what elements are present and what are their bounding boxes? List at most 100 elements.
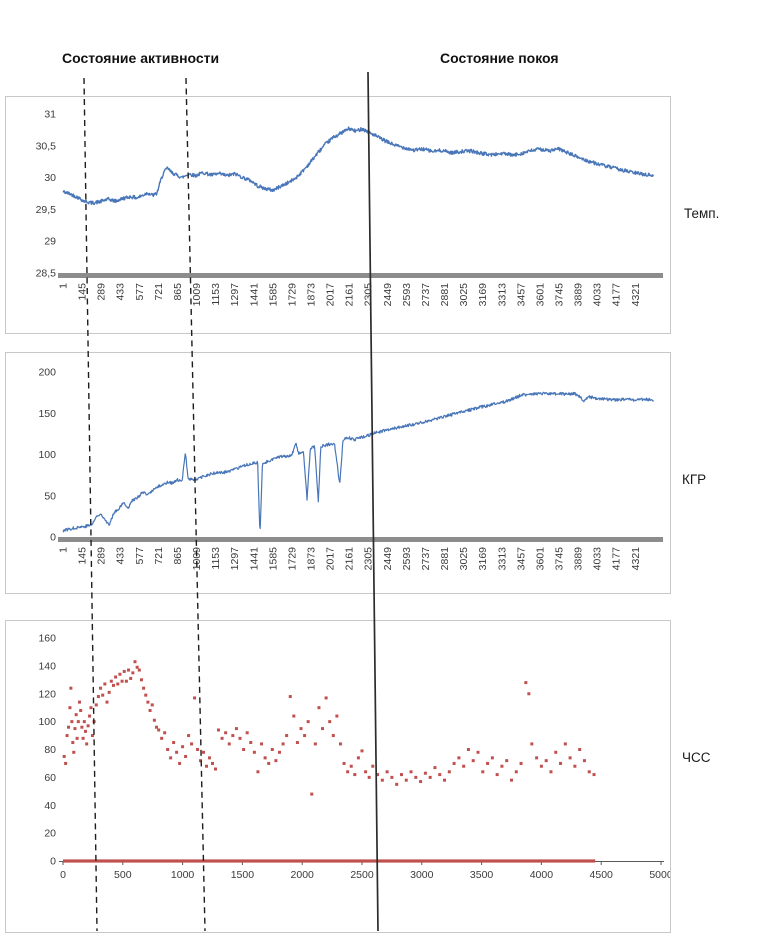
svg-text:80: 80 <box>44 744 56 756</box>
svg-text:4000: 4000 <box>530 869 554 881</box>
svg-text:865: 865 <box>172 547 184 565</box>
svg-text:3457: 3457 <box>515 547 527 571</box>
svg-text:1153: 1153 <box>210 547 222 570</box>
activity-state-label: Состояние активности <box>62 50 220 66</box>
svg-text:3313: 3313 <box>496 283 508 307</box>
svg-text:29,5: 29,5 <box>36 204 57 216</box>
svg-text:145: 145 <box>77 283 89 301</box>
svg-text:1297: 1297 <box>229 547 241 571</box>
svg-text:1153: 1153 <box>210 283 222 306</box>
temperature-chart-canvas: 31 30,5 30 29,5 29 28,51 145 289 433 577 721 865 100… <box>36 109 663 307</box>
svg-text:2161: 2161 <box>344 547 356 571</box>
svg-text:100: 100 <box>38 716 56 728</box>
svg-text:2161: 2161 <box>344 283 356 307</box>
svg-text:3889: 3889 <box>573 283 585 307</box>
svg-text:1585: 1585 <box>267 547 279 571</box>
svg-text:150: 150 <box>38 408 56 420</box>
svg-text:865: 865 <box>172 283 184 301</box>
svg-text:1729: 1729 <box>286 283 298 307</box>
svg-text:289: 289 <box>96 283 108 301</box>
svg-text:0: 0 <box>50 532 56 544</box>
temperature-chart-title: Темп. <box>684 206 720 221</box>
svg-text:1009: 1009 <box>191 547 203 571</box>
svg-text:3313: 3313 <box>496 547 508 571</box>
svg-text:3889: 3889 <box>573 547 585 571</box>
svg-text:1729: 1729 <box>286 547 298 571</box>
svg-text:60: 60 <box>44 772 56 784</box>
svg-text:1297: 1297 <box>229 283 241 307</box>
svg-text:2593: 2593 <box>401 283 413 307</box>
svg-text:1: 1 <box>58 547 70 553</box>
svg-text:4033: 4033 <box>592 283 604 307</box>
svg-text:3169: 3169 <box>477 547 489 571</box>
svg-text:1441: 1441 <box>248 283 260 307</box>
svg-text:3025: 3025 <box>458 283 470 307</box>
svg-text:2449: 2449 <box>382 283 394 307</box>
svg-text:31: 31 <box>44 109 56 121</box>
svg-text:577: 577 <box>134 283 146 301</box>
svg-text:160: 160 <box>38 633 56 645</box>
svg-text:433: 433 <box>115 283 127 301</box>
svg-text:2881: 2881 <box>439 283 451 307</box>
svg-text:4321: 4321 <box>630 547 642 571</box>
svg-text:0: 0 <box>50 856 56 868</box>
svg-text:721: 721 <box>153 283 165 301</box>
svg-text:1009: 1009 <box>191 283 203 307</box>
svg-text:2017: 2017 <box>325 547 337 571</box>
svg-text:0: 0 <box>60 869 66 881</box>
svg-text:4321: 4321 <box>630 283 642 307</box>
svg-text:145: 145 <box>77 547 89 565</box>
svg-text:30: 30 <box>44 172 56 184</box>
svg-text:2017: 2017 <box>325 283 337 307</box>
svg-text:120: 120 <box>38 688 56 700</box>
temperature-chart: 31 30,5 30 29,5 29 28,5 1 145 289 433 577 721 865 100… <box>5 96 671 334</box>
svg-text:3457: 3457 <box>515 283 527 307</box>
svg-text:2305: 2305 <box>363 283 375 307</box>
svg-text:577: 577 <box>134 547 146 565</box>
svg-text:1441: 1441 <box>248 547 260 571</box>
svg-text:1873: 1873 <box>305 547 317 571</box>
rest-state-label: Состояние покоя <box>440 50 559 66</box>
svg-text:500: 500 <box>114 869 132 881</box>
gsr-chart: 200 150 100 50 0 1 145 289 433 577 721 865 1009 1153 1… <box>5 352 671 594</box>
svg-text:1: 1 <box>58 283 70 289</box>
svg-text:40: 40 <box>44 800 56 812</box>
gsr-chart-title: КГР <box>682 472 707 487</box>
svg-text:433: 433 <box>115 547 127 565</box>
svg-text:721: 721 <box>153 547 165 565</box>
svg-text:2000: 2000 <box>291 869 315 881</box>
svg-text:3601: 3601 <box>534 283 546 307</box>
svg-text:2500: 2500 <box>350 869 374 881</box>
svg-text:3745: 3745 <box>553 547 565 571</box>
heart-rate-chart-title: ЧСС <box>682 750 711 765</box>
svg-text:100: 100 <box>38 449 56 461</box>
svg-text:2881: 2881 <box>439 547 451 571</box>
svg-text:50: 50 <box>44 490 56 502</box>
svg-text:3745: 3745 <box>553 283 565 307</box>
svg-text:3000: 3000 <box>410 869 434 881</box>
svg-text:140: 140 <box>38 660 56 672</box>
svg-text:20: 20 <box>44 828 56 840</box>
svg-text:28,5: 28,5 <box>36 268 57 280</box>
svg-text:1873: 1873 <box>305 283 317 307</box>
svg-text:2737: 2737 <box>420 283 432 307</box>
heart-rate-chart: 160 140 120 100 80 60 40 20 0 0 500 1000 1500 2000 250… <box>5 620 673 933</box>
gsr-chart-canvas: 200 150 100 50 01 145 289 433 577 721 865 1009 1153 1… <box>38 367 663 571</box>
svg-text:5000: 5000 <box>649 869 670 881</box>
svg-text:2449: 2449 <box>382 547 394 571</box>
svg-text:3601: 3601 <box>534 547 546 571</box>
svg-text:2737: 2737 <box>420 547 432 571</box>
svg-text:4500: 4500 <box>590 869 614 881</box>
svg-text:29: 29 <box>44 236 56 248</box>
svg-text:2305: 2305 <box>363 547 375 571</box>
svg-text:3169: 3169 <box>477 283 489 307</box>
svg-text:1000: 1000 <box>171 869 195 881</box>
svg-text:1585: 1585 <box>267 283 279 307</box>
svg-text:1500: 1500 <box>231 869 255 881</box>
svg-text:200: 200 <box>38 367 56 379</box>
svg-text:4177: 4177 <box>611 283 623 307</box>
svg-text:3500: 3500 <box>470 869 494 881</box>
svg-text:4177: 4177 <box>611 547 623 571</box>
svg-text:30,5: 30,5 <box>36 140 57 152</box>
